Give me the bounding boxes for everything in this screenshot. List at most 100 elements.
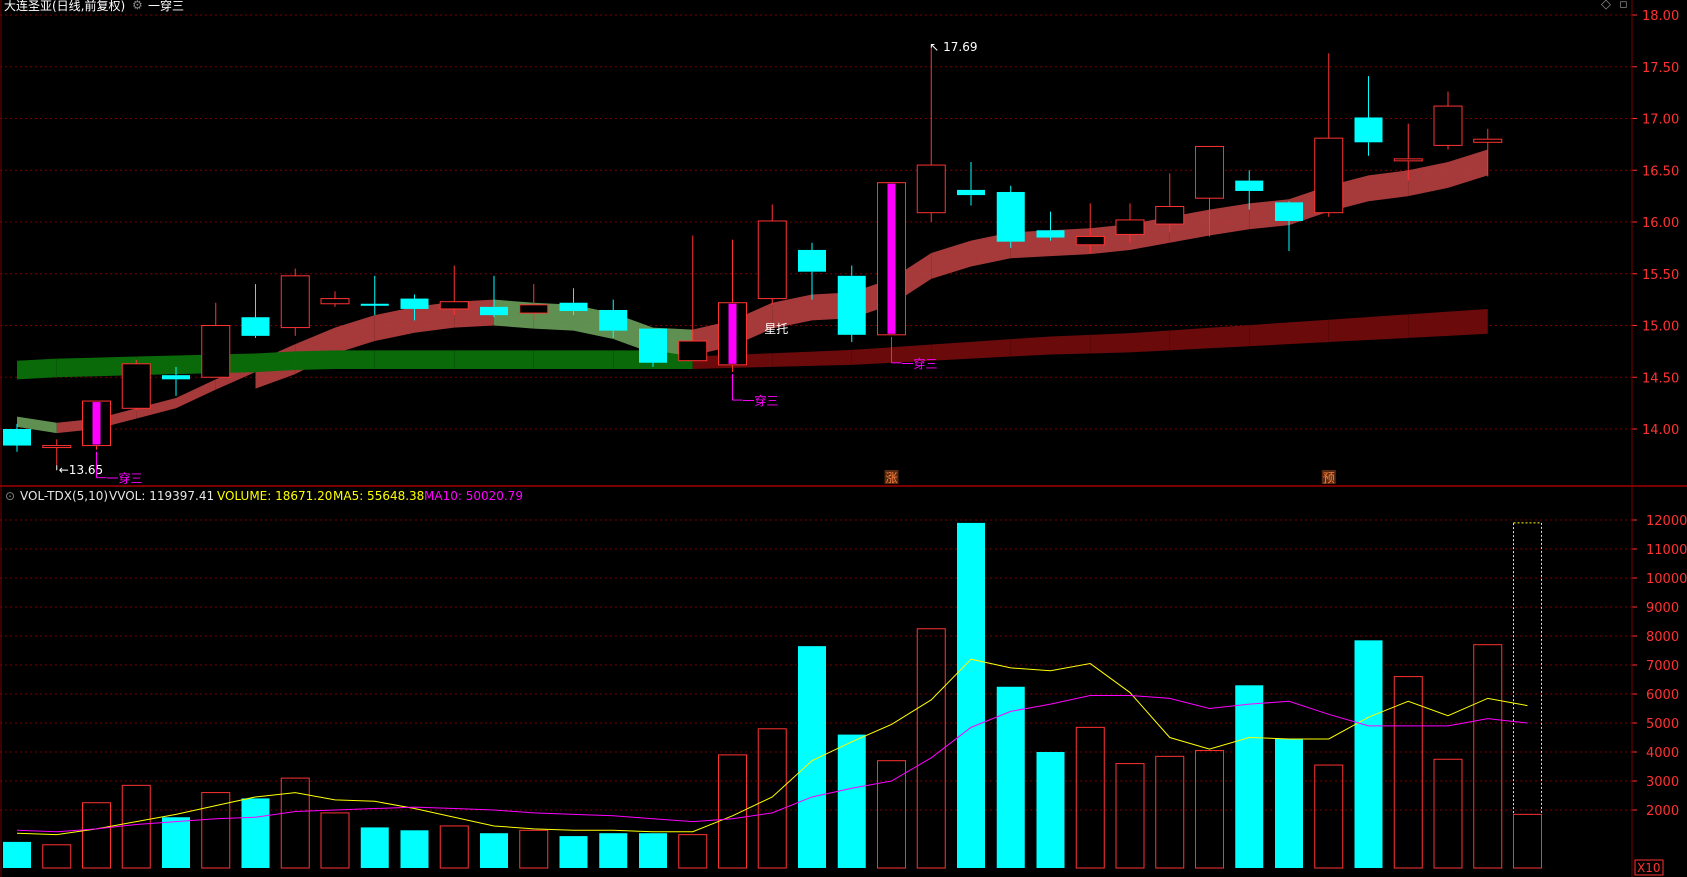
volume-tick-label: 9000: [1646, 601, 1679, 616]
candle-body-up: [1075, 235, 1105, 246]
ribbon-long-segment: [454, 350, 494, 369]
volume-bar-up: [1115, 763, 1145, 869]
candle-body-up: [519, 304, 549, 314]
candle-body-down: [798, 249, 826, 272]
ribbon-long-segment: [1130, 330, 1170, 353]
volume-bar-down: [1036, 752, 1065, 868]
price-annotations: ←13.65↖ 17.69一穿三一穿三一穿三星托涨预: [56, 40, 1336, 486]
volume-bar-up: [1513, 813, 1542, 869]
price-grid: [0, 14, 1632, 430]
ribbon-long-segment: [17, 358, 57, 380]
indicator-name[interactable]: 一穿三: [148, 0, 185, 13]
volume-axis: 12000 11000 10000 9000 8000 7000 6000 5000 4000 3…: [1632, 514, 1687, 876]
candle-body-up: [1155, 205, 1185, 225]
volume-bar-up: [320, 812, 350, 869]
ribbon-long-segment: [772, 351, 812, 367]
volume-bar-up: [1314, 764, 1344, 869]
volume-bar-down: [1354, 640, 1383, 868]
candle-body-up: [1115, 219, 1145, 235]
signal-label: 一穿三: [902, 356, 938, 371]
volume-bar-up: [121, 784, 151, 869]
bottom-tag-bg: [1321, 470, 1336, 484]
candle-body-up: [1473, 138, 1503, 143]
ribbon-long-segment: [494, 350, 534, 369]
volume-bar-down: [3, 841, 31, 868]
ribbon-long-segment: [971, 339, 1011, 359]
volume-bar-up: [280, 777, 310, 869]
price-tick-label: 16.00: [1642, 216, 1679, 231]
candle-body-up: [678, 340, 708, 362]
volume-tick-label: 10000: [1646, 572, 1687, 587]
stock-title[interactable]: 大连圣亚(日线,前复权): [4, 0, 126, 13]
ribbon-short-segment: [931, 240, 971, 279]
ribbon-long-segment: [1368, 314, 1409, 340]
candle-body-up: [121, 363, 151, 409]
bottom-tag: 预: [1323, 471, 1335, 485]
signal-bar: [887, 183, 896, 334]
ribbon-short-segment: [414, 301, 455, 333]
ribbon-long-segment: [1289, 319, 1329, 345]
ribbon-short-segment: [335, 315, 375, 354]
volume-bar-up: [1075, 726, 1105, 869]
volume-bar-down: [360, 827, 389, 868]
candle-body-up: [1195, 145, 1224, 199]
volume-ma-lines: [16, 658, 1528, 836]
volume-bar-down: [1235, 685, 1264, 868]
volume-bar-down: [400, 830, 429, 868]
price-tick-label: 17.50: [1642, 61, 1679, 76]
candle-body-up: [1314, 137, 1344, 214]
ribbon-short-segment: [374, 306, 415, 342]
price-tick-label: 14.50: [1642, 371, 1679, 386]
ribbon-long-segment: [374, 350, 415, 369]
volume-indicator-name[interactable]: VOL-TDX(5,10): [20, 489, 109, 503]
candle-body-down: [1354, 117, 1383, 143]
candle-body-up: [1393, 158, 1423, 162]
price-tick-label: 15.00: [1642, 320, 1679, 335]
ribbon-long-segment: [56, 357, 97, 378]
volume-tick-label: 2000: [1646, 804, 1679, 819]
volume-tick-label: 3000: [1646, 775, 1679, 790]
vvol-value: VVOL: 119397.41: [109, 489, 215, 503]
ribbon-long-segment: [295, 350, 335, 371]
candle-body-down: [1036, 230, 1065, 238]
ribbon-long-segment: [812, 349, 852, 366]
diamond-icon[interactable]: ◇: [1601, 0, 1611, 12]
ribbon-long-segment: [931, 341, 971, 361]
candle-body-down: [400, 298, 429, 309]
volume-bars: [3, 522, 1542, 869]
volume-tick-label: 8000: [1646, 630, 1679, 645]
candlesticks: [3, 47, 1503, 466]
volume-tick-label: 12000: [1646, 514, 1687, 529]
ribbon-long-segment: [1328, 317, 1369, 343]
volume-bar-down: [559, 836, 588, 868]
candle-body-down: [599, 309, 628, 331]
ribbon-long-segment: [851, 347, 892, 365]
volume-tick-label: 4000: [1646, 746, 1679, 761]
bottom-tag: 涨: [886, 470, 898, 485]
gear-icon[interactable]: ⚙: [132, 0, 143, 12]
ma10-value: MA10: 50020.79: [424, 489, 523, 503]
volume-tick-label: 7000: [1646, 659, 1679, 674]
ribbon-long-segment: [1010, 336, 1051, 357]
volume-bar-up: [201, 792, 231, 869]
restore-icon[interactable]: ▫: [1619, 0, 1628, 12]
high-price-label: ↖ 17.69: [929, 40, 977, 54]
candle-body-down: [360, 303, 389, 306]
volume-bar-up: [718, 754, 747, 869]
price-tick-label: 17.00: [1642, 113, 1679, 128]
candle-body-up: [916, 164, 946, 214]
low-price-label: ←13.65: [59, 463, 103, 477]
volume-bar-up: [916, 628, 946, 869]
volume-bar-up: [678, 834, 708, 869]
ribbon-short-segment: [1448, 149, 1488, 188]
candle-body-down: [559, 302, 588, 312]
volume-bar-down: [798, 646, 826, 868]
ribbon-long-segment: [1169, 327, 1210, 351]
candle-body-up: [439, 301, 469, 310]
candle-body-down: [480, 306, 508, 316]
price-tick-label: 16.50: [1642, 164, 1679, 179]
candle-body-down: [162, 375, 190, 380]
collapse-icon[interactable]: ⊙: [5, 489, 16, 503]
